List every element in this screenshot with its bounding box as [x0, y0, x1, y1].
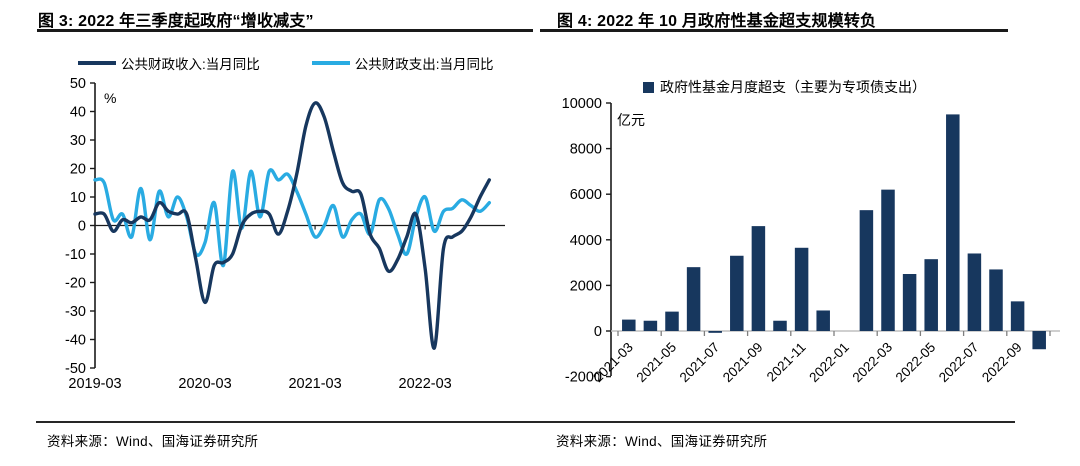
svg-text:6000: 6000 [570, 187, 602, 203]
svg-text:-2000: -2000 [565, 370, 602, 386]
svg-text:2021-03: 2021-03 [288, 376, 341, 392]
svg-text:10: 10 [70, 190, 86, 206]
figure-3-source: 资料来源：Wind、国海证券研究所 [47, 434, 259, 449]
svg-text:20: 20 [70, 162, 86, 178]
svg-text:40: 40 [70, 105, 86, 121]
svg-text:4000: 4000 [570, 233, 602, 249]
svg-text:2022-01: 2022-01 [806, 340, 852, 386]
svg-text:2000: 2000 [570, 278, 602, 294]
svg-text:2022-03: 2022-03 [399, 376, 452, 392]
revenue-line-swatch [78, 61, 116, 65]
figure-3-title: 图 3: 2022 年三季度起政府“增收减支” [38, 13, 314, 30]
figure-4-panel: 图 4: 2022 年 10 月政府性基金超支规模转负 政府性基金月度超支（主要… [540, 0, 1080, 466]
svg-text:-20: -20 [65, 276, 86, 292]
figure-3-legend: 公共财政收入:当月同比 公共财政支出:当月同比 [78, 53, 494, 73]
svg-text:2021-05: 2021-05 [633, 340, 679, 386]
svg-text:0: 0 [594, 324, 602, 340]
revenue-legend-label: 公共财政收入:当月同比 [121, 57, 260, 72]
svg-text:2021-07: 2021-07 [677, 340, 723, 386]
svg-text:0: 0 [78, 219, 86, 235]
svg-text:2022-07: 2022-07 [936, 340, 982, 386]
svg-text:2021-03: 2021-03 [590, 340, 636, 386]
figure-3-panel: 图 3: 2022 年三季度起政府“增收减支” 公共财政收入:当月同比 公共财政… [36, 13, 540, 449]
svg-text:-40: -40 [65, 333, 86, 349]
figure-4-source-rule [540, 421, 1015, 423]
svg-text:2022-05: 2022-05 [893, 340, 939, 386]
svg-text:50: 50 [70, 76, 86, 92]
svg-text:亿元: 亿元 [617, 112, 645, 128]
figure-4-bar-chart: 1000080006000400020000-2000亿元2021-032021… [562, 96, 1060, 386]
figure-4-source: 资料来源：Wind、国海证券研究所 [556, 434, 768, 449]
svg-text:2022-09: 2022-09 [979, 340, 1025, 386]
svg-text:2021-11: 2021-11 [764, 340, 809, 385]
figure-3-title-rule [37, 29, 533, 32]
svg-text:2022-03: 2022-03 [849, 340, 895, 386]
figure-3-source-rule [36, 421, 540, 423]
figure-4-title: 图 4: 2022 年 10 月政府性基金超支规模转负 [557, 13, 877, 30]
figure-4-legend: 政府性基金月度超支（主要为专项债支出） [643, 77, 926, 97]
svg-text:2019-03: 2019-03 [68, 376, 121, 392]
figure-3-line-chart: 50 40 30 20 10 0 -10 -20 -30 -40 -50% 2019-03 2020-0… [65, 76, 505, 392]
expenditure-legend-label: 公共财政支出:当月同比 [354, 57, 494, 72]
svg-text:2021-09: 2021-09 [720, 340, 766, 386]
expenditure-line-swatch [311, 61, 350, 65]
svg-text:-30: -30 [65, 304, 86, 320]
svg-text:30: 30 [70, 133, 86, 149]
svg-text:2020-03: 2020-03 [178, 376, 231, 392]
figure-4-title-rule [540, 29, 1008, 32]
svg-text:%: % [104, 90, 116, 106]
fund-legend-label: 政府性基金月度超支（主要为专项债支出） [660, 79, 926, 95]
svg-text:8000: 8000 [570, 142, 602, 158]
svg-text:-50: -50 [65, 361, 86, 377]
fund-bar-swatch [643, 81, 654, 93]
svg-text:-10: -10 [65, 247, 86, 263]
svg-text:10000: 10000 [562, 96, 602, 112]
